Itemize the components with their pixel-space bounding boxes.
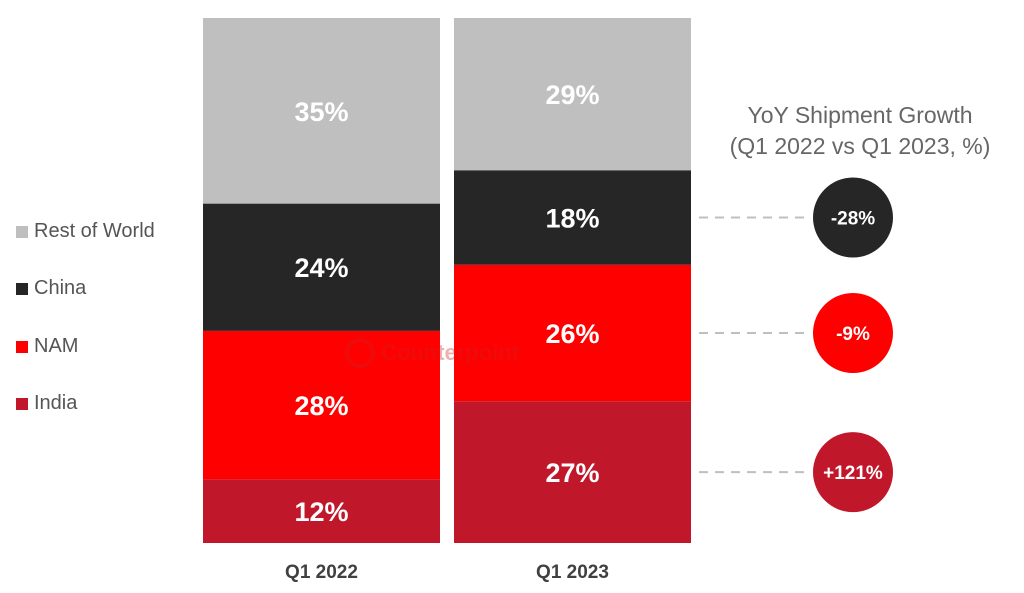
bar-segment-nam-q1-2023 bbox=[454, 264, 691, 402]
growth-label-china: -28% bbox=[831, 209, 875, 230]
bar-segment-china-q1-2023 bbox=[454, 170, 691, 265]
bar-segment-india-q1-2022 bbox=[203, 479, 440, 543]
legend-label-nam: NAM bbox=[34, 335, 79, 357]
legend-item-nam: NAM bbox=[16, 335, 78, 358]
legend-item-rest-of-world: Rest of World bbox=[16, 220, 155, 243]
bar-segment-china-q1-2022 bbox=[203, 203, 440, 331]
growth-title-line1: YoY Shipment Growth bbox=[747, 102, 973, 128]
bar-segment-rest-of-world-q1-2023 bbox=[454, 18, 691, 171]
value-label-china-q1-2022: 24% bbox=[294, 253, 348, 283]
value-label-nam-q1-2022: 28% bbox=[294, 391, 348, 421]
value-label-india-q1-2023: 27% bbox=[545, 458, 599, 488]
legend-swatch-nam bbox=[16, 340, 28, 353]
legend-swatch-china bbox=[16, 282, 28, 295]
growth-panel-title: YoY Shipment Growth (Q1 2022 vs Q1 2023,… bbox=[700, 100, 1020, 162]
legend-swatch-rest-of-world bbox=[16, 225, 28, 238]
growth-title-line2: (Q1 2022 vs Q1 2023, %) bbox=[729, 133, 991, 159]
growth-circle-india bbox=[813, 432, 893, 513]
x-tick-label-q1-2022: Q1 2022 bbox=[285, 562, 358, 583]
value-label-rest-of-world-q1-2022: 35% bbox=[294, 97, 348, 127]
legend-label-rest-of-world: Rest of World bbox=[34, 220, 155, 242]
bar-segment-rest-of-world-q1-2022 bbox=[203, 18, 440, 204]
value-label-nam-q1-2023: 26% bbox=[545, 319, 599, 349]
growth-circle-nam bbox=[813, 293, 893, 373]
value-label-rest-of-world-q1-2023: 29% bbox=[545, 80, 599, 110]
bar-segment-nam-q1-2022 bbox=[203, 330, 440, 480]
x-tick-label-q1-2023: Q1 2023 bbox=[536, 562, 609, 583]
value-label-india-q1-2022: 12% bbox=[294, 497, 348, 527]
legend-item-china: China bbox=[16, 277, 86, 300]
value-label-china-q1-2023: 18% bbox=[545, 204, 599, 234]
growth-label-india: +121% bbox=[823, 463, 883, 484]
growth-circle-china bbox=[813, 177, 893, 258]
legend-label-india: India bbox=[34, 392, 78, 414]
growth-label-nam: -9% bbox=[836, 324, 870, 345]
bar-segment-india-q1-2023 bbox=[454, 401, 691, 543]
legend-label-china: China bbox=[34, 277, 87, 299]
legend-item-india: India bbox=[16, 392, 77, 415]
legend-swatch-india bbox=[16, 397, 28, 410]
